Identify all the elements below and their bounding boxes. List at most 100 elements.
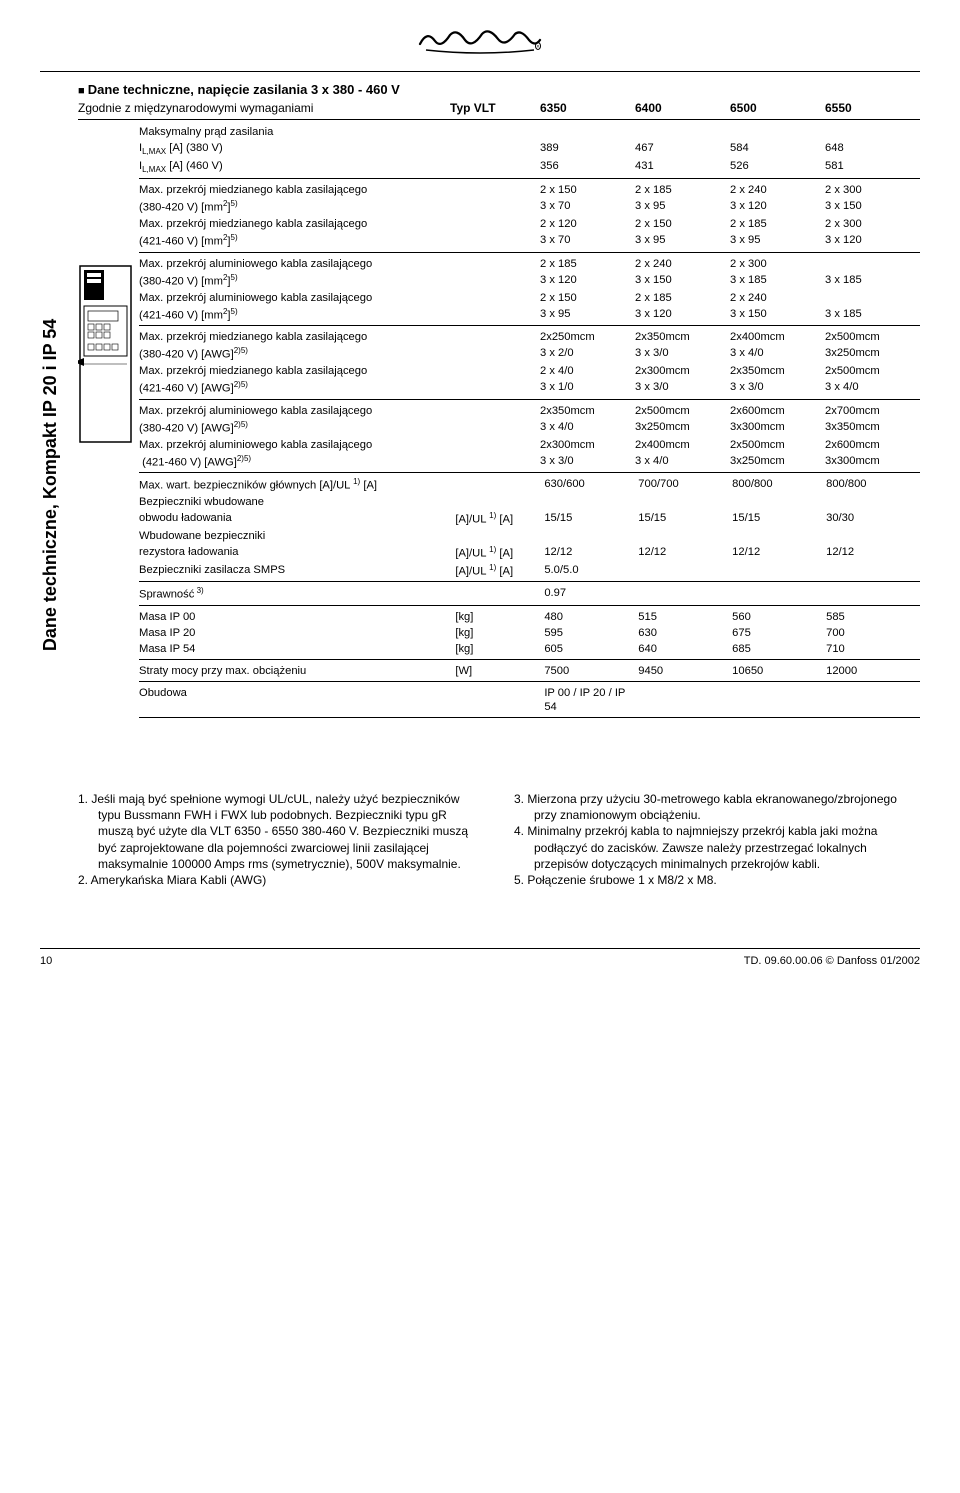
row-desc: obwodu ładowania [139,511,455,527]
row-value: 467 [635,141,730,157]
row-value: 2x350mcm [635,330,730,344]
row-value: 2x600mcm [825,438,920,452]
row-value: 800/800 [732,477,826,493]
row-value [638,563,732,579]
row-value: 2 x 240 [730,183,825,197]
svg-text:R: R [537,45,540,49]
row-value: 526 [730,159,825,175]
row-value: 2 x 300 [730,257,825,271]
row-unit [455,477,544,493]
table-row: Masa IP 00[kg]480515560585 [139,609,920,625]
table-row: Max. przekrój miedzianego kabla zasilają… [139,329,920,345]
table-row: (380-420 V) [AWG]2)5)3 x 4/03x250mcm3x30… [139,419,920,437]
row-desc: Masa IP 20 [139,626,455,640]
doc-ref: TD. 09.60.00.06 © Danfoss 01/2002 [744,955,920,967]
row-desc: (380-420 V) [mm2]5) [139,199,510,215]
footnotes-right-col: 3. Mierzona przy użyciu 30-metrowego kab… [514,791,920,888]
row-value: 3x250mcm [825,346,920,362]
row-value [732,495,826,509]
row-value [544,529,638,543]
row-value [638,495,732,509]
row-value [825,257,920,271]
row-desc: Max. przekrój miedzianego kabla zasilają… [139,217,510,231]
row-value: 640 [638,642,732,656]
row-value [638,686,732,714]
row-desc: Max. przekrój aluminiowego kabla zasilaj… [139,404,510,418]
page-footer: 10 TD. 09.60.00.06 © Danfoss 01/2002 [40,948,920,967]
row-desc: Bezpieczniki zasilacza SMPS [139,563,455,579]
row-value [826,529,920,543]
row-value: 2 x 185 [730,217,825,231]
side-label: Dane techniczne, Kompakt IP 20 i IP 54 [40,82,68,888]
row-value: 5.0/5.0 [544,563,638,579]
row-value: 9450 [638,664,732,678]
table-row: Max. przekrój miedzianego kabla zasilają… [139,363,920,379]
row-value: 2 x 240 [730,291,825,305]
row-desc: (421-460 V) [mm2]5) [139,233,510,249]
page-number: 10 [40,955,52,967]
row-desc: (421-460 V) [AWG]2)5) [139,454,510,470]
row-value: 605 [544,642,638,656]
row-value: 515 [638,610,732,624]
table-row: (380-420 V) [AWG]2)5)3 x 2/03 x 3/03 x 4… [139,345,920,363]
row-desc: IL,MAX [A] (380 V) [139,141,510,157]
row-desc: Obudowa [139,686,455,714]
row-value: 595 [544,626,638,640]
header-col-2: 6500 [730,101,825,115]
table-row: Max. przekrój miedzianego kabla zasilają… [139,216,920,232]
row-value: 12/12 [732,545,826,561]
row-value: 2x500mcm [635,404,730,418]
row-value: 3 x 185 [730,273,825,289]
header-col-0: 6350 [540,101,635,115]
danfoss-logo: R [415,20,545,60]
row-value: 12/12 [638,545,732,561]
row-value: 3 x 95 [635,199,730,215]
row-value: 2x600mcm [730,404,825,418]
row-value [732,686,826,714]
table-row: Masa IP 54[kg]605640685710 [139,641,920,660]
row-value: 2x500mcm [730,438,825,452]
drive-unit-icon [78,264,133,721]
row-desc: (380-420 V) [AWG]2)5) [139,420,510,436]
row-unit [455,586,544,602]
row-value: 12/12 [826,545,920,561]
row-value: 12/12 [544,545,638,561]
row-value: 3 x 70 [540,199,635,215]
row-value: 3 x 3/0 [540,454,635,470]
row-value: 3 x 150 [730,307,825,323]
row-desc: Max. wart. bezpieczników głównych [A]/UL… [139,477,455,493]
row-value: 3 x 3/0 [730,380,825,396]
row-value: IP 00 / IP 20 / IP 54 [544,686,638,714]
row-value: 630/600 [544,477,638,493]
row-value: 800/800 [826,477,920,493]
row-value: 3x300mcm [825,454,920,470]
row-desc: IL,MAX [A] (460 V) [139,159,510,175]
row-value: 0.97 [544,586,638,602]
table-row: Max. przekrój aluminiowego kabla zasilaj… [139,256,920,272]
row-value: 2x350mcm [730,364,825,378]
max-current-label: Maksymalny prąd zasilania [139,125,920,139]
column-header-row: Zgodnie z międzynarodowymi wymaganiami T… [78,101,920,120]
header-col-1: 6400 [635,101,730,115]
row-value: 3 x 185 [825,307,920,323]
row-value: 3x250mcm [730,454,825,470]
table-row: Masa IP 20[kg]595630675700 [139,625,920,641]
row-value: 584 [730,141,825,157]
table-row: Obudowa IP 00 / IP 20 / IP 54 [139,685,920,718]
table-row: rezystora ładowania[A]/UL 1) [A]12/1212/… [139,544,920,562]
row-value: 2x350mcm [540,404,635,418]
row-unit [455,686,544,714]
row-value [826,495,920,509]
row-value: 2 x 150 [540,291,635,305]
header-left: Zgodnie z międzynarodowymi wymaganiami [78,101,450,115]
row-value: 685 [732,642,826,656]
row-value: 3x350mcm [825,420,920,436]
row-unit: [A]/UL 1) [A] [455,511,544,527]
table-row: (380-420 V) [mm2]5)3 x 703 x 953 x 1203 … [139,198,920,216]
row-value: 3 x 120 [730,199,825,215]
row-value: 7500 [544,664,638,678]
table-row: (421-460 V) [mm2]5)3 x 703 x 953 x 953 x… [139,232,920,253]
row-value: 389 [540,141,635,157]
header-logo: R [40,20,920,72]
row-value: 2x500mcm [825,330,920,344]
